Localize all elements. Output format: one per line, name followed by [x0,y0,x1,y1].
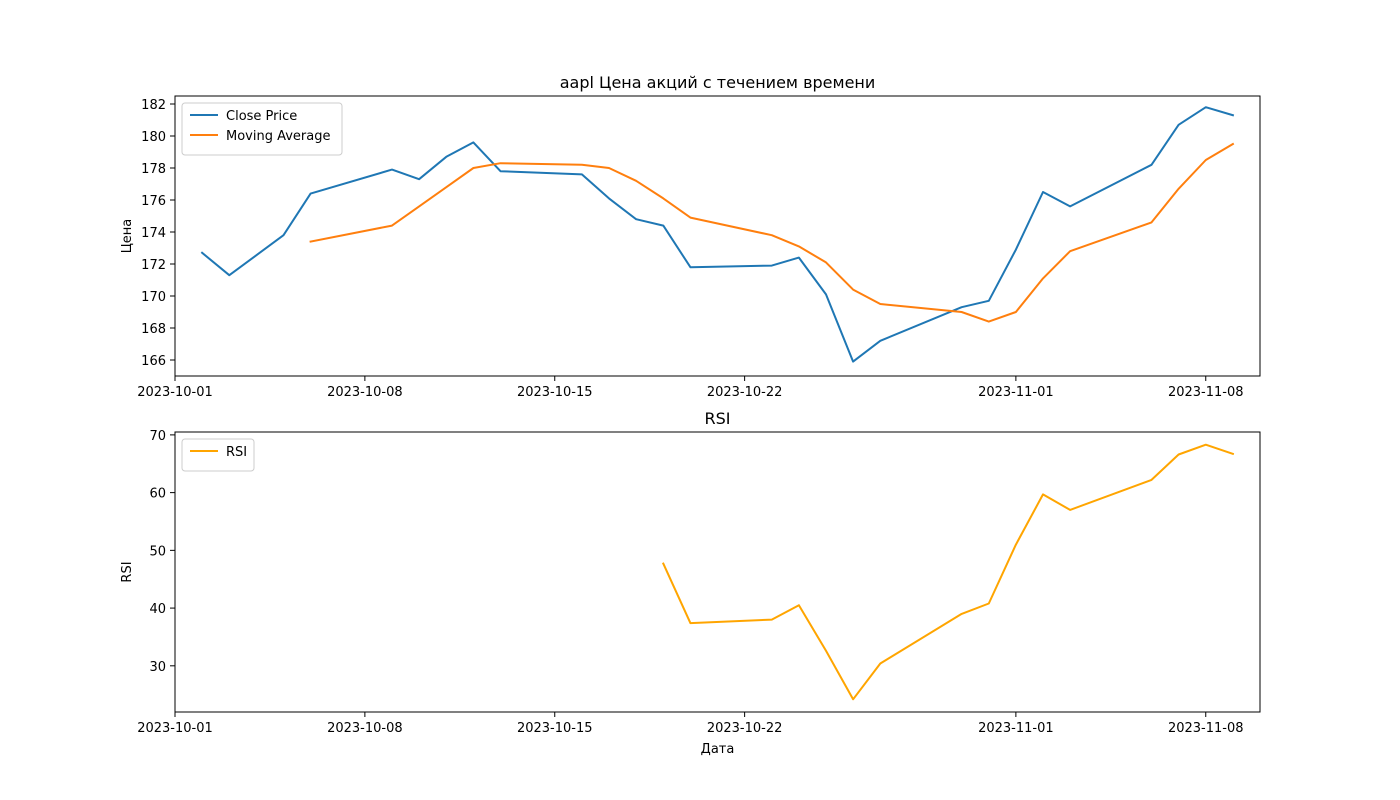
series-line-0-1 [309,142,1235,323]
x-tick-label: 2023-10-01 [137,385,213,400]
y-tick-label: 40 [149,602,166,617]
y-tick-label: 70 [149,429,166,444]
x-tick-label: 2023-11-08 [1168,721,1244,736]
series-line-0-0 [200,106,1235,363]
chart-title: RSI [705,409,731,428]
x-tick-label: 2023-10-15 [517,385,593,400]
x-tick-label: 2023-11-01 [978,721,1054,736]
legend-label: Moving Average [226,129,330,144]
x-tick-label: 2023-10-01 [137,721,213,736]
y-tick-label: 60 [149,487,166,502]
y-axis-label: Цена [120,219,135,254]
legend-box [181,102,343,156]
legend-label: Close Price [226,109,297,124]
y-tick-label: 176 [141,194,166,209]
x-tick-label: 2023-11-01 [978,385,1054,400]
legend-label: RSI [226,445,247,460]
y-tick-label: 168 [141,322,166,337]
series-line-1-0 [661,443,1235,701]
y-tick-label: 170 [141,290,166,305]
x-tick-label: 2023-10-15 [517,721,593,736]
chart-panel-1: 2023-10-01 2023-10-08 2023-10-15 2023-10-22… [120,409,1261,757]
y-tick-label: 172 [141,258,166,273]
plot-frame [174,95,1261,377]
legend-box [181,438,255,472]
y-tick-label: 50 [149,544,166,559]
y-tick-label: 180 [141,130,166,145]
x-tick-label: 2023-10-08 [327,721,403,736]
y-tick-label: 178 [141,162,166,177]
y-tick-label: 30 [149,660,166,675]
y-tick-label: 182 [141,98,166,113]
x-tick-label: 2023-10-22 [707,385,783,400]
y-tick-label: 174 [141,226,166,241]
y-axis-label: RSI [120,561,135,582]
chart-title: aapl Цена акций с течением времени [560,73,876,92]
x-tick-label: 2023-11-08 [1168,385,1244,400]
x-axis-label: Дата [701,742,735,757]
x-tick-label: 2023-10-08 [327,385,403,400]
x-tick-label: 2023-10-22 [707,721,783,736]
plot-frame [174,431,1261,713]
chart-panel-0: 2023-10-01 2023-10-08 2023-10-15 2023-10-22… [120,73,1261,400]
y-tick-label: 166 [141,354,166,369]
